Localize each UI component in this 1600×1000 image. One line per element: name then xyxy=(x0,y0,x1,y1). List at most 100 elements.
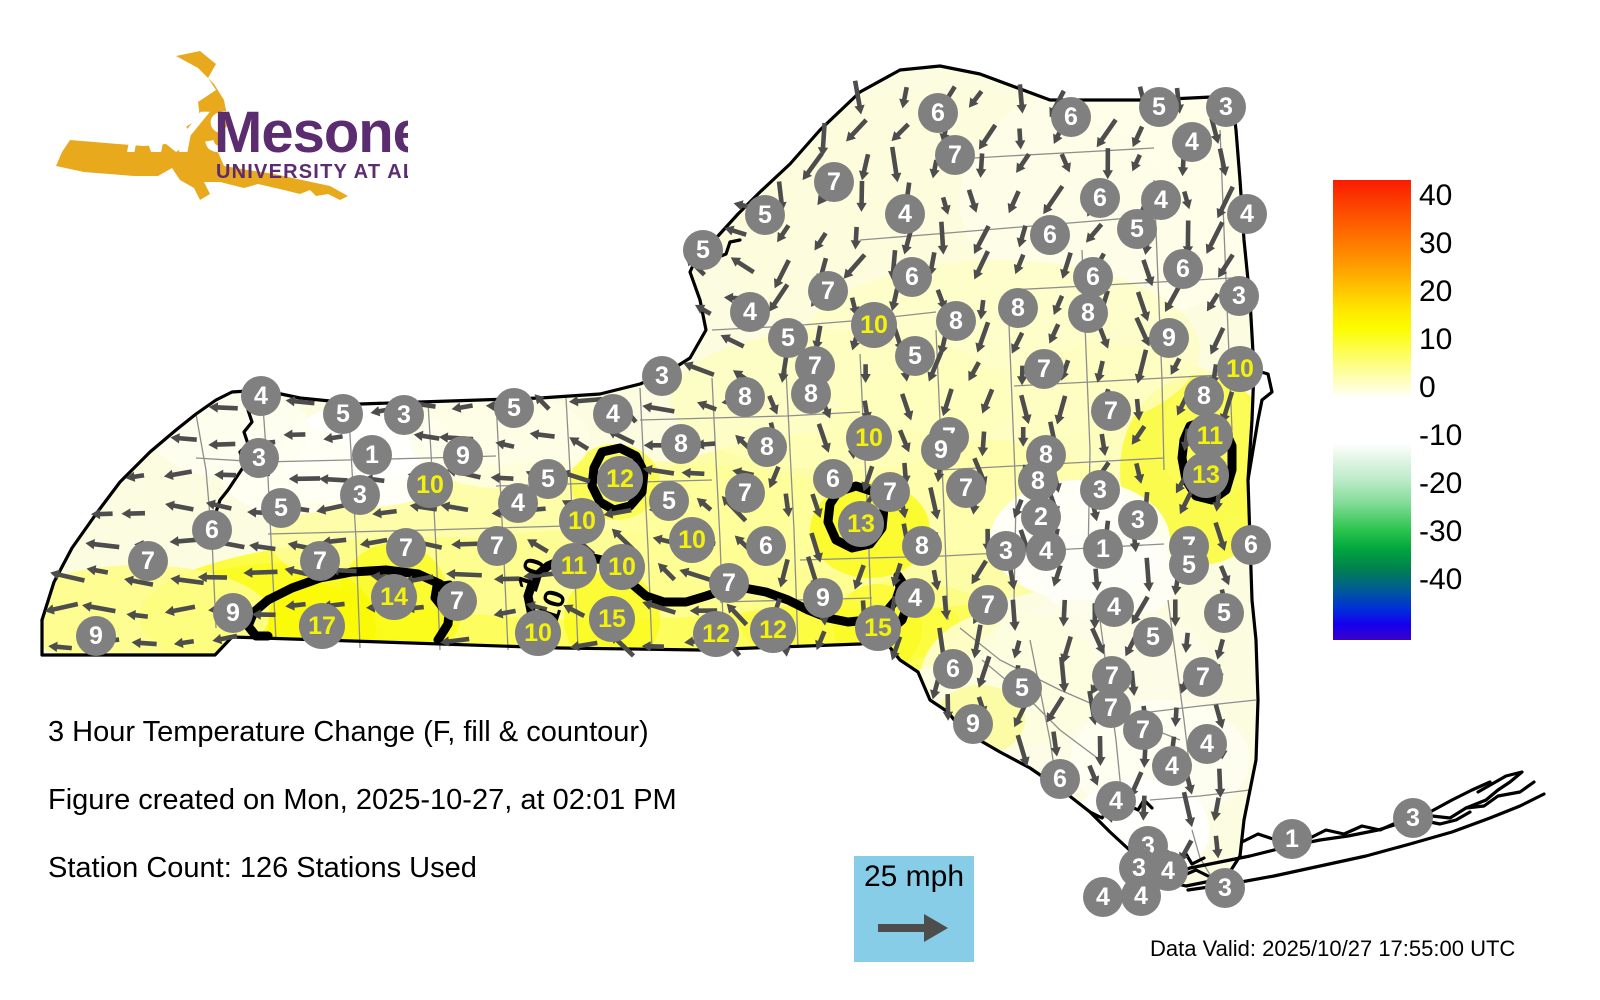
station-marker[interactable]: 5 xyxy=(895,336,935,376)
station-marker[interactable]: 5 xyxy=(323,394,363,434)
station-marker[interactable]: 7 xyxy=(709,563,749,603)
station-marker[interactable]: 7 xyxy=(477,526,517,566)
station-marker[interactable]: 7 xyxy=(1024,349,1064,389)
station-marker[interactable]: 12 xyxy=(693,611,739,657)
station-marker[interactable]: 4 xyxy=(885,194,925,234)
station-marker[interactable]: 1 xyxy=(352,435,392,475)
station-marker[interactable]: 6 xyxy=(933,649,973,689)
station-marker[interactable]: 6 xyxy=(813,459,853,499)
station-marker[interactable]: 1 xyxy=(1272,819,1312,859)
station-marker[interactable]: 4 xyxy=(730,292,770,332)
station-marker[interactable]: 6 xyxy=(892,257,932,297)
station-marker[interactable]: 7 xyxy=(437,581,477,621)
station-marker[interactable]: 5 xyxy=(1133,617,1173,657)
station-marker[interactable]: 15 xyxy=(589,596,635,642)
station-marker[interactable]: 5 xyxy=(683,230,723,270)
station-marker[interactable]: 9 xyxy=(1149,318,1189,358)
station-marker[interactable]: 8 xyxy=(936,301,976,341)
station-marker[interactable]: 7 xyxy=(814,162,854,202)
station-marker[interactable]: 6 xyxy=(1163,249,1203,289)
station-marker[interactable]: 5 xyxy=(261,488,301,528)
station-marker[interactable]: 12 xyxy=(750,607,796,653)
station-marker[interactable]: 8 xyxy=(1018,461,1058,501)
station-marker[interactable]: 7 xyxy=(128,541,168,581)
station-marker[interactable]: 9 xyxy=(213,593,253,633)
station-marker[interactable]: 7 xyxy=(386,528,426,568)
station-marker[interactable]: 5 xyxy=(1204,593,1244,633)
station-marker[interactable]: 3 xyxy=(986,531,1026,571)
station-marker[interactable]: 4 xyxy=(1227,194,1267,234)
station-marker[interactable]: 7 xyxy=(1183,657,1223,697)
station-marker[interactable]: 3 xyxy=(239,438,279,478)
station-marker[interactable]: 3 xyxy=(1219,276,1259,316)
station-marker[interactable]: 9 xyxy=(443,436,483,476)
station-marker[interactable]: 15 xyxy=(855,605,901,651)
station-marker[interactable]: 7 xyxy=(808,271,848,311)
station-marker[interactable]: 4 xyxy=(1094,587,1134,627)
station-marker[interactable]: 9 xyxy=(921,430,961,470)
station-marker[interactable]: 6 xyxy=(1073,257,1113,297)
station-marker[interactable]: 6 xyxy=(192,510,232,550)
station-marker[interactable]: 7 xyxy=(968,585,1008,625)
station-marker[interactable]: 11 xyxy=(551,543,597,589)
station-marker[interactable]: 8 xyxy=(725,377,765,417)
station-marker[interactable]: 7 xyxy=(1091,391,1131,431)
station-marker[interactable]: 7 xyxy=(1123,710,1163,750)
station-marker[interactable]: 8 xyxy=(998,288,1038,328)
station-marker[interactable]: 8 xyxy=(902,526,942,566)
station-marker[interactable]: 8 xyxy=(1184,376,1224,416)
station-marker[interactable]: 11 xyxy=(1187,413,1233,459)
station-marker[interactable]: 3 xyxy=(1393,798,1433,838)
station-marker[interactable]: 10 xyxy=(1217,346,1263,392)
station-marker[interactable]: 6 xyxy=(1030,215,1070,255)
station-marker[interactable]: 4 xyxy=(1187,724,1227,764)
station-marker[interactable]: 5 xyxy=(1169,545,1209,585)
station-marker[interactable]: 9 xyxy=(953,704,993,744)
station-marker[interactable]: 6 xyxy=(1231,525,1271,565)
station-marker[interactable]: 4 xyxy=(1148,851,1188,891)
station-marker[interactable]: 4 xyxy=(895,578,935,618)
station-marker[interactable]: 3 xyxy=(1206,87,1246,127)
station-marker[interactable]: 10 xyxy=(669,517,715,563)
station-marker[interactable]: 9 xyxy=(76,616,116,656)
station-marker[interactable]: 8 xyxy=(661,424,701,464)
station-marker[interactable]: 5 xyxy=(494,388,534,428)
station-marker[interactable]: 10 xyxy=(559,498,605,544)
station-marker[interactable]: 10 xyxy=(846,415,892,461)
station-marker[interactable]: 7 xyxy=(946,468,986,508)
station-marker[interactable]: 4 xyxy=(1026,531,1066,571)
station-marker[interactable]: 8 xyxy=(747,427,787,467)
station-marker[interactable]: 10 xyxy=(599,544,645,590)
station-marker[interactable]: 10 xyxy=(515,610,561,656)
station-marker[interactable]: 4 xyxy=(1121,876,1161,916)
station-marker[interactable]: 4 xyxy=(1096,781,1136,821)
station-marker[interactable]: 8 xyxy=(1068,293,1108,333)
station-marker[interactable]: 3 xyxy=(1205,868,1245,908)
station-marker[interactable]: 10 xyxy=(407,462,453,508)
station-marker[interactable]: 5 xyxy=(745,195,785,235)
station-marker[interactable]: 13 xyxy=(838,501,884,547)
station-marker[interactable]: 3 xyxy=(1080,470,1120,510)
station-marker[interactable]: 9 xyxy=(803,578,843,618)
station-marker[interactable]: 4 xyxy=(1172,122,1212,162)
station-marker[interactable]: 13 xyxy=(1183,452,1229,498)
station-marker[interactable]: 12 xyxy=(597,456,643,502)
station-marker[interactable]: 6 xyxy=(1051,97,1091,137)
station-marker[interactable]: 3 xyxy=(642,356,682,396)
station-marker[interactable]: 6 xyxy=(746,526,786,566)
station-marker[interactable]: 8 xyxy=(791,374,831,414)
station-marker[interactable]: 14 xyxy=(371,574,417,620)
station-marker[interactable]: 3 xyxy=(384,395,424,435)
station-marker[interactable]: 7 xyxy=(870,472,910,512)
station-marker[interactable]: 7 xyxy=(935,135,975,175)
station-marker[interactable]: 6 xyxy=(1040,759,1080,799)
station-marker[interactable]: 7 xyxy=(1091,688,1131,728)
station-marker[interactable]: 4 xyxy=(241,376,281,416)
station-marker[interactable]: 3 xyxy=(340,475,380,515)
station-marker[interactable]: 6 xyxy=(918,93,958,133)
station-marker[interactable]: 6 xyxy=(1080,178,1120,218)
station-marker[interactable]: 10 xyxy=(851,302,897,348)
station-marker[interactable]: 4 xyxy=(593,394,633,434)
station-marker[interactable]: 5 xyxy=(1117,209,1157,249)
station-marker[interactable]: 4 xyxy=(1152,746,1192,786)
